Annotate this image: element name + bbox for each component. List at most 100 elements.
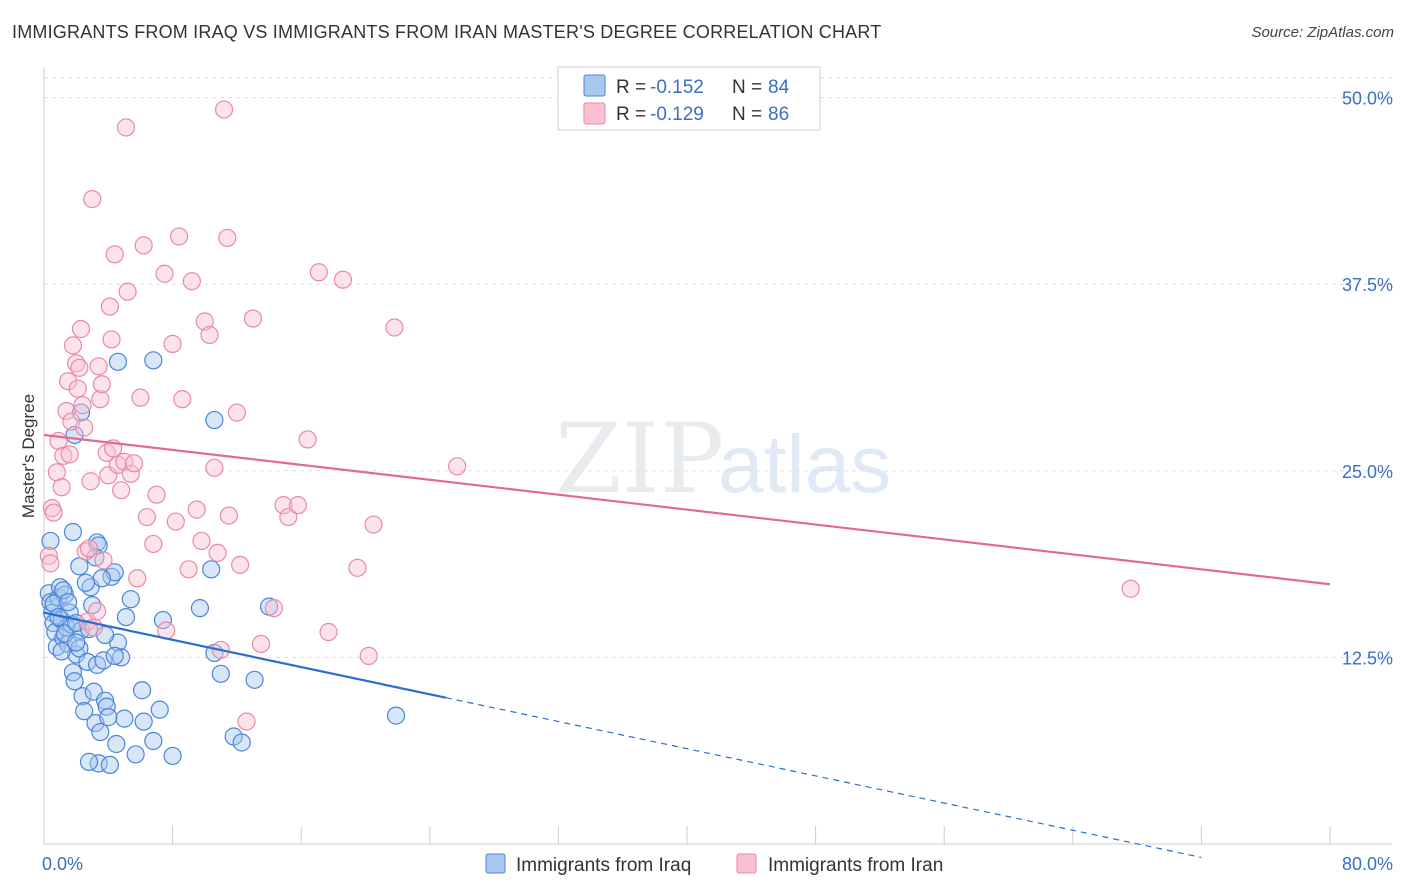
data-point: [121, 464, 140, 483]
y-axis-title: Master's Degree: [19, 394, 38, 518]
data-point: [54, 581, 73, 600]
iraq-trendline-extension: [445, 697, 1202, 859]
data-point: [52, 642, 71, 661]
data-point: [91, 722, 110, 742]
data-point: [57, 401, 76, 421]
data-point: [448, 457, 467, 476]
data-point: [179, 560, 198, 579]
data-point: [89, 357, 108, 376]
data-point: [245, 670, 264, 689]
data-point: [364, 515, 383, 534]
data-point: [94, 551, 113, 570]
data-point: [63, 336, 83, 355]
iran-n-value: 86: [768, 104, 789, 125]
data-point: [192, 531, 211, 551]
data-point: [41, 531, 60, 551]
data-point: [112, 648, 131, 667]
watermark: ZIP atlas: [555, 403, 891, 515]
chart-title: IMMIGRANTS FROM IRAQ VS IMMIGRANTS FROM …: [12, 22, 882, 42]
data-point: [107, 734, 126, 754]
data-point: [67, 633, 86, 652]
iraq-trendline: [43, 611, 447, 699]
iran-r-label: R =: [616, 104, 646, 125]
data-point: [52, 478, 71, 497]
data-point: [63, 522, 83, 542]
data-point: [202, 560, 221, 579]
trendlines: [43, 433, 1331, 859]
data-point: [195, 312, 214, 331]
data-point: [79, 539, 99, 558]
data-point: [91, 390, 110, 409]
legend-iran-swatch: [736, 853, 757, 874]
data-point: [87, 602, 107, 621]
data-point: [231, 555, 250, 574]
data-point: [237, 712, 256, 731]
data-point: [116, 118, 136, 137]
data-point: [132, 681, 152, 700]
data-point: [205, 458, 224, 477]
data-point: [147, 485, 166, 504]
data-point: [92, 375, 111, 394]
data-point: [108, 352, 128, 371]
x-tick-label-max: 80.0%: [1342, 854, 1393, 874]
x-tick-label-min: 0.0%: [42, 854, 83, 874]
data-point: [144, 351, 163, 370]
legend-iran-label: Immigrants from Iran: [768, 855, 943, 876]
data-point: [298, 430, 317, 449]
data-point: [116, 607, 136, 627]
data-point: [309, 263, 328, 282]
data-point: [173, 390, 192, 409]
y-tick-labels: 12.5% 25.0% 37.5% 50.0%: [1342, 89, 1393, 669]
iran-swatch: [583, 102, 606, 125]
data-point: [112, 481, 131, 500]
data-point: [134, 236, 153, 255]
data-point: [288, 496, 308, 515]
data-point: [182, 272, 201, 291]
data-point: [243, 309, 263, 328]
data-point: [386, 706, 406, 725]
y-tick-label: 25.0%: [1342, 462, 1393, 482]
data-point: [232, 733, 251, 752]
data-point: [73, 396, 92, 415]
data-point: [39, 546, 58, 565]
data-point: [155, 264, 174, 283]
data-point: [128, 569, 147, 588]
data-point: [92, 569, 111, 588]
data-point: [264, 599, 283, 618]
data-point: [144, 731, 163, 751]
data-point: [150, 700, 169, 719]
source-note: Source: ZipAtlas.com: [1251, 24, 1394, 41]
data-point: [274, 496, 293, 515]
data-point: [81, 472, 100, 491]
legend-iraq-swatch: [485, 853, 506, 874]
data-point: [163, 334, 182, 354]
data-point: [190, 599, 210, 618]
y-tick-label: 50.0%: [1342, 89, 1393, 109]
data-point: [83, 596, 102, 615]
data-point: [94, 651, 113, 670]
data-point: [131, 388, 150, 407]
data-point: [115, 709, 134, 728]
axes: [43, 68, 1392, 845]
data-point: [219, 506, 238, 525]
iraq-n-label: N =: [732, 77, 762, 98]
data-point: [121, 590, 140, 609]
data-point: [75, 702, 94, 721]
data-point: [76, 573, 95, 592]
data-point: [348, 558, 367, 577]
data-point: [126, 745, 145, 764]
y-tick-label: 12.5%: [1342, 648, 1393, 668]
data-point: [153, 610, 173, 630]
data-point: [187, 500, 206, 519]
data-point: [75, 418, 94, 437]
data-point: [208, 543, 227, 563]
data-point: [83, 190, 102, 209]
data-point: [319, 622, 338, 642]
data-point: [218, 228, 237, 248]
data-point: [251, 634, 271, 654]
data-point: [70, 358, 89, 377]
data-point: [227, 403, 246, 422]
data-point: [65, 672, 84, 691]
data-point: [60, 445, 79, 464]
